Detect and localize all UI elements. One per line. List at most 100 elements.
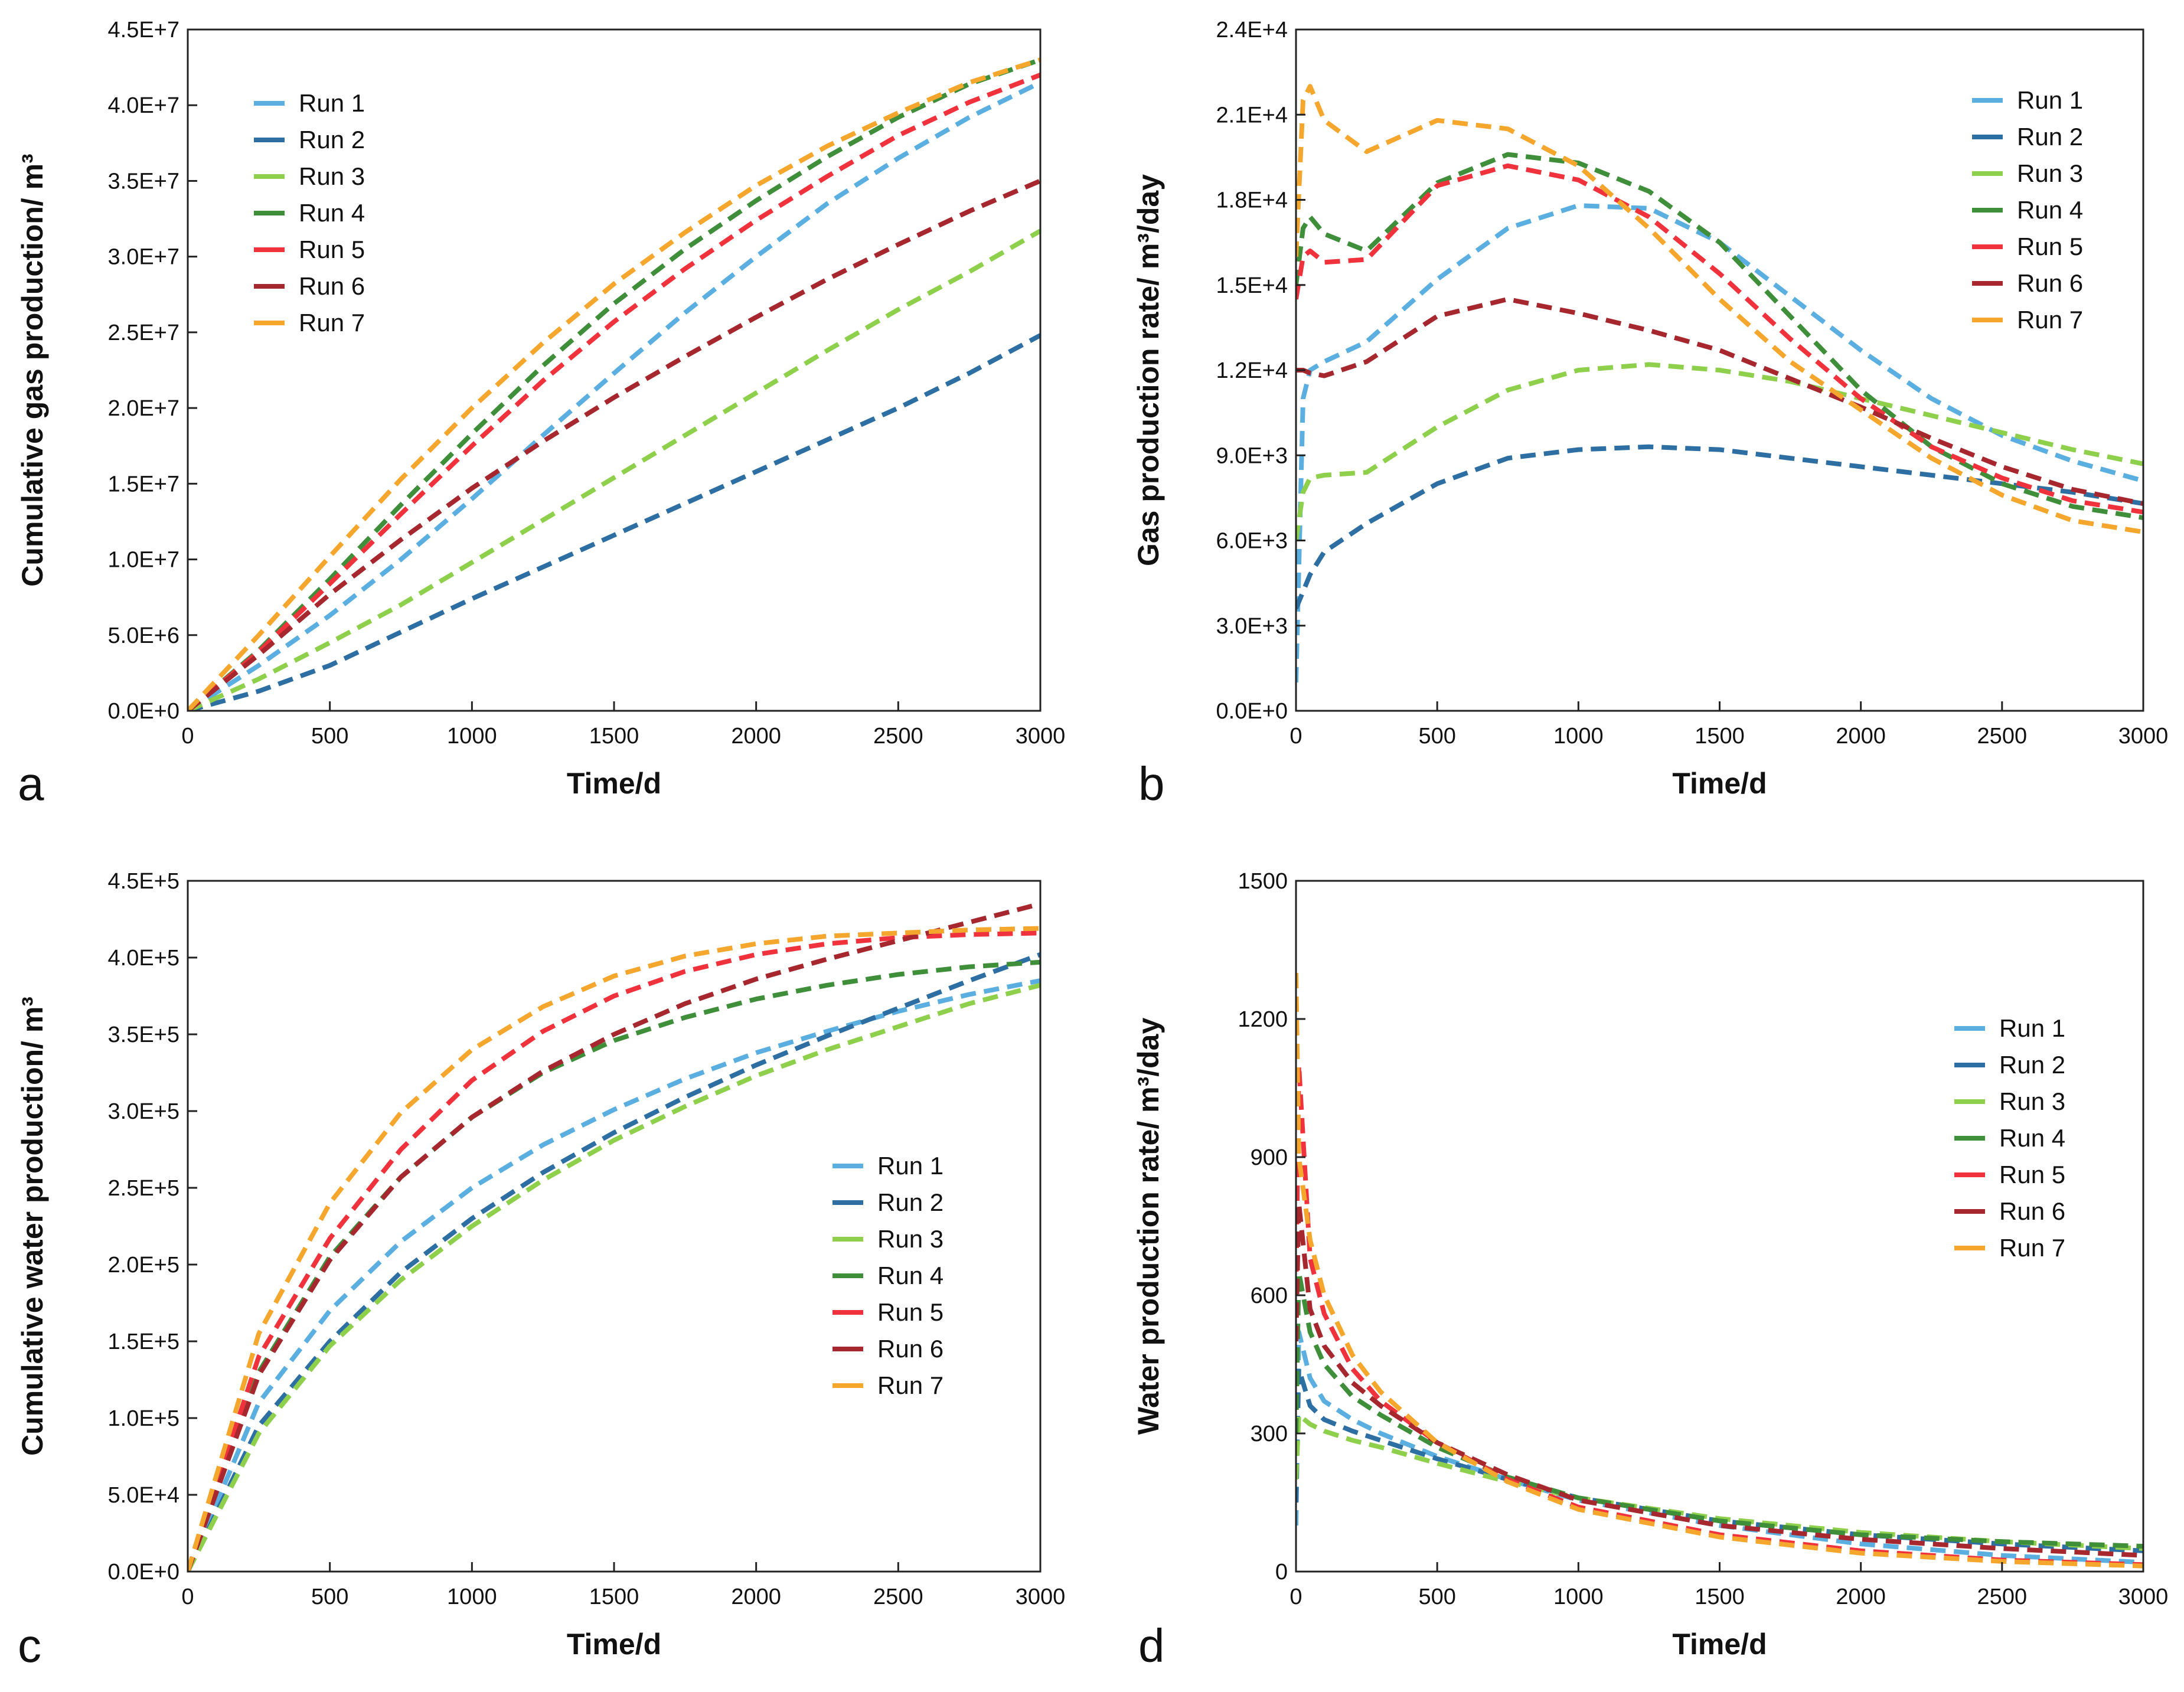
panel-letter: c — [18, 1619, 41, 1672]
series-line-run-3 — [188, 228, 1040, 711]
x-tick-label: 1000 — [447, 1585, 497, 1609]
legend-label: Run 5 — [2017, 233, 2083, 260]
x-tick-label: 0 — [181, 1585, 194, 1609]
x-tick-label: 3000 — [1016, 724, 1066, 749]
legend-label: Run 2 — [1999, 1051, 2065, 1079]
series-line-run-2 — [1296, 444, 2143, 610]
y-tick-label: 3.0E+3 — [1216, 614, 1288, 639]
series-line-run-6 — [1296, 1201, 2143, 1558]
y-tick-label: 0.0E+0 — [108, 1560, 180, 1585]
panel-letter: b — [1138, 757, 1165, 810]
chart-panel-d: 0 500 1000 1500 2000 2500 3000 0 300 600 900 1200 15… — [1132, 869, 2168, 1672]
series-line-run-7 — [188, 57, 1040, 711]
legend-label: Run 2 — [2017, 123, 2083, 151]
y-tick-label: 6.0E+3 — [1216, 529, 1288, 554]
x-axis-title: Time/d — [567, 1628, 661, 1661]
legend-label: Run 2 — [877, 1188, 944, 1216]
series-line-run-6 — [188, 901, 1040, 1572]
legend-label: Run 4 — [877, 1262, 944, 1289]
y-axis-title: Cumulative water production/ m³ — [16, 997, 49, 1456]
x-tick-label: 500 — [1418, 724, 1455, 749]
y-tick-label: 1.8E+4 — [1216, 188, 1288, 213]
y-tick-label: 1.0E+5 — [108, 1406, 180, 1431]
x-tick-label: 1500 — [589, 1585, 639, 1609]
x-tick-label: 0 — [1289, 724, 1302, 749]
legend-label: Run 5 — [877, 1298, 944, 1326]
x-tick-label: 3000 — [2118, 1585, 2169, 1609]
x-tick-label: 2000 — [731, 1585, 781, 1609]
legend-label: Run 5 — [1999, 1161, 2065, 1188]
legend-label: Run 7 — [2017, 306, 2083, 334]
x-tick-label: 500 — [1418, 1585, 1455, 1609]
y-tick-label: 1.0E+7 — [108, 548, 180, 573]
x-tick-label: 0 — [1289, 1585, 1302, 1609]
y-tick-label: 600 — [1251, 1283, 1288, 1308]
x-tick-label: 500 — [311, 724, 348, 749]
y-tick-label: 3.5E+7 — [108, 169, 180, 194]
x-tick-label: 500 — [311, 1585, 348, 1609]
legend-label: Run 3 — [299, 162, 365, 190]
y-tick-label: 1.5E+5 — [108, 1330, 180, 1354]
legend-label: Run 6 — [2017, 269, 2083, 297]
y-axis-title: Gas production rate/ m³/day — [1132, 174, 1165, 566]
y-tick-label: 5.0E+4 — [108, 1483, 180, 1508]
x-tick-label: 1000 — [1553, 1585, 1604, 1609]
x-tick-label: 1500 — [589, 724, 639, 749]
series-line-run-2 — [188, 952, 1040, 1572]
x-tick-label: 2000 — [1836, 1585, 1886, 1609]
x-tick-label: 3000 — [2118, 724, 2169, 749]
y-tick-label: 0.0E+0 — [108, 699, 180, 724]
x-tick-label: 2500 — [1977, 724, 2028, 749]
series-group — [188, 57, 1040, 711]
legend-label: Run 3 — [877, 1225, 944, 1253]
y-tick-label: 1500 — [1238, 869, 1288, 894]
y-tick-label: 2.0E+7 — [108, 396, 180, 421]
legend-label: Run 3 — [1999, 1087, 2065, 1115]
y-tick-label: 2.1E+4 — [1216, 103, 1288, 128]
series-line-run-4 — [188, 57, 1040, 711]
y-tick-label: 4.0E+7 — [108, 93, 180, 118]
y-tick-label: 300 — [1251, 1422, 1288, 1446]
x-axis-title: Time/d — [1672, 1628, 1767, 1661]
y-tick-label: 9.0E+3 — [1216, 443, 1288, 468]
y-tick-label: 3.5E+5 — [108, 1023, 180, 1047]
x-axis-title: Time/d — [567, 767, 661, 800]
x-tick-label: 1500 — [1695, 724, 1745, 749]
legend-label: Run 4 — [1999, 1124, 2065, 1152]
y-tick-label: 2.5E+5 — [108, 1176, 180, 1201]
series-line-run-4 — [1296, 152, 2143, 520]
x-tick-label: 2000 — [1836, 724, 1886, 749]
legend-label: Run 5 — [299, 236, 365, 263]
series-line-run-7 — [1296, 84, 2143, 535]
series-line-run-5 — [1296, 163, 2143, 515]
series-group — [1296, 84, 2143, 682]
legend: Run 1 Run 2 Run 3 Run 4 Run 5 Run 6 Run 7 — [1954, 1014, 2065, 1262]
x-tick-label: 1000 — [1553, 724, 1604, 749]
legend-label: Run 4 — [2017, 196, 2083, 224]
legend-label: Run 4 — [299, 199, 365, 227]
legend-label: Run 2 — [299, 126, 365, 153]
panel-letter: a — [18, 757, 44, 810]
y-tick-label: 4.5E+5 — [108, 869, 180, 894]
x-tick-label: 1000 — [447, 724, 497, 749]
x-tick-label: 1500 — [1695, 1585, 1745, 1609]
y-axis-title: Cumulative gas production/ m³ — [16, 153, 49, 586]
legend-label: Run 6 — [1999, 1197, 2065, 1225]
legend-label: Run 3 — [2017, 159, 2083, 187]
series-line-run-6 — [1296, 296, 2143, 506]
legend: Run 1 Run 2 Run 3 Run 4 Run 5 Run 6 Run 7 — [833, 1152, 944, 1399]
y-tick-label: 0.0E+0 — [1216, 699, 1288, 724]
series-line-run-7 — [188, 926, 1040, 1572]
x-tick-label: 2500 — [873, 1585, 923, 1609]
y-tick-label: 4.0E+5 — [108, 946, 180, 971]
series-line-run-1 — [1296, 203, 2143, 682]
y-axis-title: Water production rate/ m³/day — [1132, 1018, 1165, 1435]
y-tick-label: 900 — [1251, 1145, 1288, 1170]
y-tick-label: 2.0E+5 — [108, 1253, 180, 1278]
x-tick-label: 2000 — [731, 724, 781, 749]
x-tick-label: 2500 — [1977, 1585, 2028, 1609]
y-tick-label: 3.0E+5 — [108, 1099, 180, 1124]
legend: Run 1 Run 2 Run 3 Run 4 Run 5 Run 6 Run 7 — [1972, 86, 2083, 334]
y-tick-label: 2.4E+4 — [1216, 18, 1288, 43]
